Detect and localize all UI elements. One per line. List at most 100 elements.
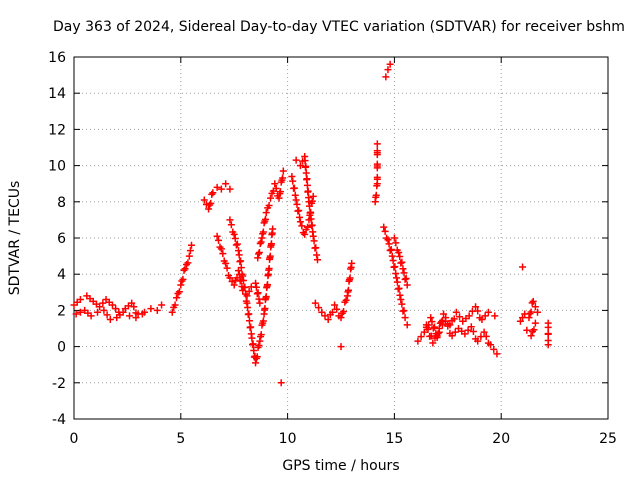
data-point — [380, 223, 388, 231]
trace-marker — [312, 244, 320, 252]
trace-marker — [92, 300, 100, 308]
trace-marker — [433, 332, 441, 340]
y-tick-label: 4 — [57, 267, 66, 283]
trace-marker — [215, 236, 223, 244]
trace-marker — [429, 324, 437, 332]
data-point — [262, 209, 270, 217]
trace-marker — [105, 298, 113, 306]
data-point — [386, 60, 394, 68]
data-point — [100, 306, 108, 314]
y-tick-label: 10 — [48, 159, 66, 175]
data-point — [279, 167, 287, 175]
trace-marker — [315, 304, 323, 312]
data-point — [296, 162, 304, 170]
trace-marker — [208, 190, 216, 198]
data-point — [491, 312, 499, 320]
trace-marker — [261, 305, 269, 313]
trace-marker — [387, 246, 395, 254]
trace-marker — [424, 325, 432, 333]
trace-marker — [303, 175, 311, 183]
data-point — [187, 241, 195, 249]
data-point — [271, 180, 279, 188]
trace-marker — [490, 345, 498, 353]
trace-marker — [386, 246, 394, 254]
trace-marker — [308, 221, 316, 229]
trace-marker — [237, 264, 245, 272]
trace-marker — [252, 283, 260, 291]
data-point — [217, 185, 225, 193]
data-point — [390, 234, 398, 242]
data-point — [292, 156, 300, 164]
data-point — [382, 73, 390, 81]
data-point — [429, 339, 437, 347]
trace-marker — [207, 199, 215, 207]
trace-marker — [276, 188, 284, 196]
trace-marker — [253, 290, 261, 298]
trace-marker — [219, 250, 227, 258]
trace-marker — [346, 274, 354, 282]
data-point — [422, 321, 430, 329]
trace-marker — [392, 239, 400, 247]
trace-marker — [402, 274, 410, 282]
trace-marker — [86, 295, 94, 303]
data-point — [403, 281, 411, 289]
trace-marker — [385, 240, 393, 248]
y-axis-label: SDTVAR / TECUs — [7, 181, 23, 296]
data-point — [493, 350, 501, 358]
trace-marker — [250, 346, 258, 354]
y-tick-label: -4 — [52, 412, 66, 428]
data-point — [305, 216, 313, 224]
trace-marker — [481, 312, 489, 320]
trace-marker — [398, 258, 406, 266]
trace-marker — [431, 323, 439, 331]
data-point — [277, 379, 285, 387]
data-point — [252, 359, 260, 367]
trace-marker — [257, 331, 265, 339]
trace-marker — [305, 194, 313, 202]
trace-marker — [302, 162, 310, 170]
trace-marker — [313, 251, 321, 259]
data-point — [523, 326, 531, 334]
trace-marker — [262, 215, 270, 223]
axis-ticks: -4 -2 0 2 4 6 8 10 12 14 16 0 5 10 15 20 25 — [48, 50, 617, 447]
trace-marker — [237, 257, 245, 265]
trace-marker — [84, 309, 92, 317]
trace-marker — [265, 264, 273, 272]
y-tick-label: 2 — [57, 303, 66, 319]
data-point — [420, 328, 428, 336]
data-point — [427, 314, 435, 322]
data-point — [318, 308, 326, 316]
data-point — [484, 308, 492, 316]
data-point — [267, 194, 275, 202]
trace-marker — [527, 308, 535, 316]
trace-marker — [381, 227, 389, 235]
data-point — [132, 314, 140, 322]
data-point — [480, 328, 488, 336]
data-point — [230, 281, 238, 289]
data-point — [226, 216, 234, 224]
data-point — [311, 299, 319, 307]
trace-marker — [544, 323, 552, 331]
trace-marker — [392, 269, 400, 277]
trace-marker — [526, 310, 534, 318]
data-point — [181, 265, 189, 273]
data-point — [138, 310, 146, 318]
trace-marker — [450, 315, 458, 323]
x-tick-label: 5 — [176, 431, 185, 447]
data-point — [403, 321, 411, 329]
grid-lines — [74, 57, 608, 419]
trace-marker — [484, 339, 492, 347]
data-point — [519, 263, 527, 271]
trace-marker — [264, 281, 272, 289]
trace-marker — [249, 340, 257, 348]
trace-marker — [373, 182, 381, 190]
data-point — [529, 297, 537, 305]
data-point — [401, 314, 409, 322]
trace-marker — [206, 201, 214, 209]
trace-marker — [458, 327, 466, 335]
trace-marker — [438, 321, 446, 329]
trace-marker — [373, 147, 381, 155]
data-point — [213, 183, 221, 191]
trace-marker — [310, 237, 318, 245]
data-point — [472, 303, 480, 311]
